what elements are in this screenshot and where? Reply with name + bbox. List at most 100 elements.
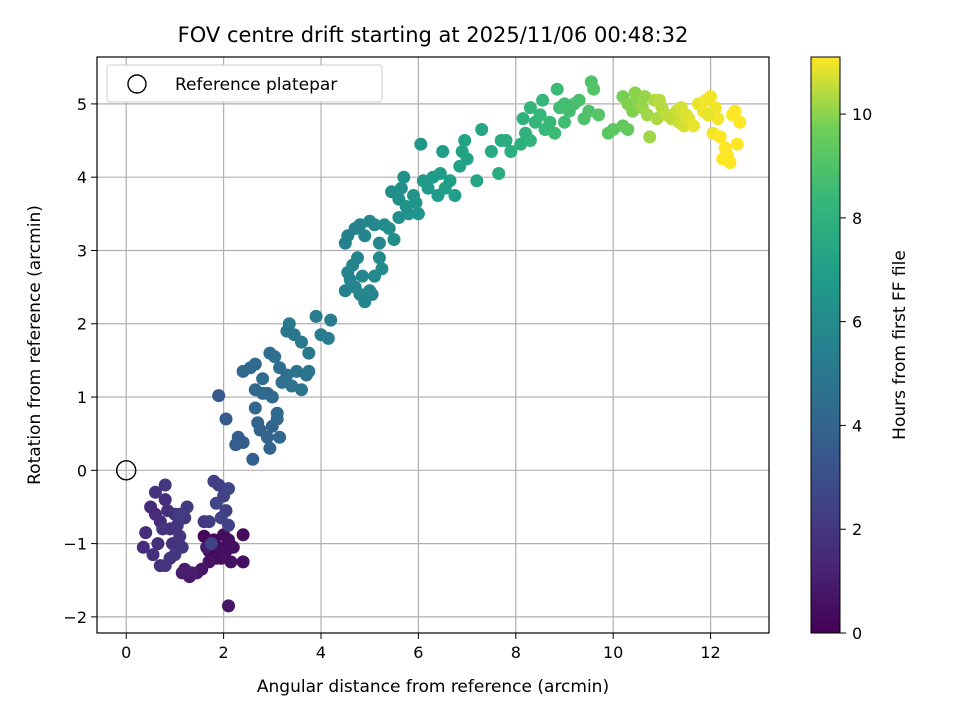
data-point <box>558 97 571 111</box>
data-point <box>402 207 416 221</box>
data-point <box>368 218 382 232</box>
data-point <box>638 90 652 104</box>
y-tick-label: 0 <box>77 461 87 480</box>
data-point <box>643 130 657 144</box>
data-point <box>460 152 474 166</box>
data-point <box>351 251 364 265</box>
data-point <box>533 108 547 122</box>
colorbar-label: Hours from first FF file <box>890 250 910 440</box>
data-point <box>248 383 262 397</box>
data-point <box>302 346 316 360</box>
x-tick-label: 4 <box>316 643 326 662</box>
data-point <box>148 485 162 499</box>
data-point <box>504 145 518 158</box>
data-point <box>309 309 323 323</box>
data-point <box>687 119 700 133</box>
data-point <box>704 90 718 104</box>
data-point <box>392 211 406 224</box>
colorbar-gradient <box>811 57 840 633</box>
data-point <box>372 251 386 265</box>
y-tick-label: 2 <box>77 315 87 334</box>
data-point <box>582 104 596 118</box>
x-tick-label: 0 <box>121 643 131 662</box>
data-point <box>523 134 537 147</box>
data-point <box>414 137 428 151</box>
data-point <box>280 368 294 382</box>
colorbar-frame <box>810 56 841 634</box>
data-point <box>543 115 557 129</box>
data-point <box>523 101 537 115</box>
data-point <box>222 482 235 496</box>
y-tick-label: 5 <box>77 95 87 114</box>
reference-platepar-marker <box>116 460 137 481</box>
data-point <box>536 93 550 107</box>
data-point <box>302 364 316 378</box>
data-point <box>382 222 396 235</box>
data-point <box>397 170 411 184</box>
plot-frame <box>96 56 770 634</box>
data-point <box>375 262 389 276</box>
data-point <box>136 540 150 554</box>
y-tick-label: −2 <box>63 608 87 627</box>
data-point <box>222 599 235 613</box>
data-point <box>260 430 274 444</box>
data-point <box>268 350 282 364</box>
data-point <box>265 390 279 404</box>
data-point <box>256 372 270 386</box>
data-point <box>711 112 725 126</box>
data-point <box>295 335 308 349</box>
data-point <box>295 383 308 397</box>
data-point <box>436 145 450 158</box>
legend-marker-reference <box>127 74 147 94</box>
data-point <box>358 229 372 243</box>
data-point <box>394 181 408 195</box>
legend-label-reference: Reference platepar <box>175 75 337 95</box>
colorbar-tick-label: 8 <box>852 209 862 228</box>
x-tick-label: 12 <box>700 643 720 662</box>
reference-marker <box>116 460 137 481</box>
data-point <box>411 207 425 221</box>
data-point <box>270 406 284 420</box>
y-axis-label: Rotation from reference (arcmin) <box>25 205 45 485</box>
data-point <box>355 269 369 283</box>
data-point <box>365 287 379 301</box>
data-point <box>587 82 601 96</box>
y-tick-label: 3 <box>77 241 87 260</box>
data-point <box>151 537 165 551</box>
colorbar-tick-label: 2 <box>852 520 862 539</box>
data-point <box>338 284 352 298</box>
data-point <box>733 115 747 129</box>
data-point <box>484 145 498 158</box>
colorbar: 0 2 4 6 8 10 Hours from first FF file <box>810 56 910 643</box>
data-point <box>448 189 462 202</box>
data-point <box>621 123 635 136</box>
data-point <box>492 167 506 180</box>
data-point <box>723 156 737 169</box>
data-point <box>236 555 250 569</box>
data-point <box>572 93 586 107</box>
data-point <box>139 526 153 540</box>
data-point <box>175 566 189 580</box>
data-point <box>158 478 172 492</box>
data-point <box>219 412 233 426</box>
data-point <box>592 108 606 122</box>
data-point <box>222 518 235 532</box>
data-point <box>156 522 170 536</box>
colorbar-tick-label: 6 <box>852 313 862 332</box>
data-point <box>728 104 742 118</box>
data-point <box>212 478 226 492</box>
data-point <box>421 181 435 195</box>
y-axis-ticks: −2 −1 0 1 2 3 4 5 <box>63 95 97 627</box>
data-point <box>226 540 240 554</box>
data-point <box>202 515 216 529</box>
data-point <box>387 233 401 246</box>
chart-title: FOV centre drift starting at 2025/11/06 … <box>178 23 689 47</box>
data-point <box>173 529 187 543</box>
x-axis-label: Angular distance from reference (arcmin) <box>257 677 609 697</box>
data-point <box>558 115 571 129</box>
data-point <box>433 167 447 180</box>
y-tick-label: 4 <box>77 168 87 187</box>
data-point <box>516 112 530 126</box>
data-point <box>701 108 715 122</box>
data-point <box>263 441 277 455</box>
